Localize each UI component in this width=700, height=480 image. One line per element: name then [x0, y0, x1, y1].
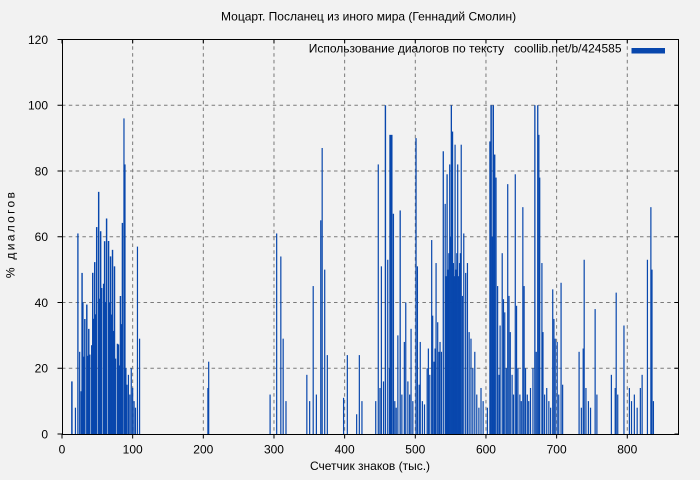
svg-text:Использование диалогов по текс: Использование диалогов по тексту coollib… [309, 41, 622, 55]
svg-text:Моцарт. Посланец из иного мира: Моцарт. Посланец из иного мира (Геннадий… [221, 10, 516, 24]
svg-text:100: 100 [28, 99, 48, 113]
svg-text:300: 300 [264, 443, 284, 457]
svg-text:80: 80 [35, 164, 49, 178]
svg-text:% диалогов: % диалогов [4, 190, 18, 278]
svg-text:120: 120 [28, 33, 48, 47]
svg-text:700: 700 [547, 443, 567, 457]
svg-text:800: 800 [617, 443, 637, 457]
svg-text:200: 200 [193, 443, 213, 457]
svg-text:20: 20 [35, 362, 49, 376]
svg-text:500: 500 [405, 443, 425, 457]
svg-text:600: 600 [476, 443, 496, 457]
svg-text:60: 60 [35, 230, 49, 244]
svg-text:0: 0 [59, 443, 66, 457]
svg-text:400: 400 [335, 443, 355, 457]
svg-text:100: 100 [123, 443, 143, 457]
svg-text:40: 40 [35, 296, 49, 310]
svg-text:Счетчик знаков (тыс.): Счетчик знаков (тыс.) [310, 459, 430, 473]
svg-text:0: 0 [41, 427, 48, 441]
